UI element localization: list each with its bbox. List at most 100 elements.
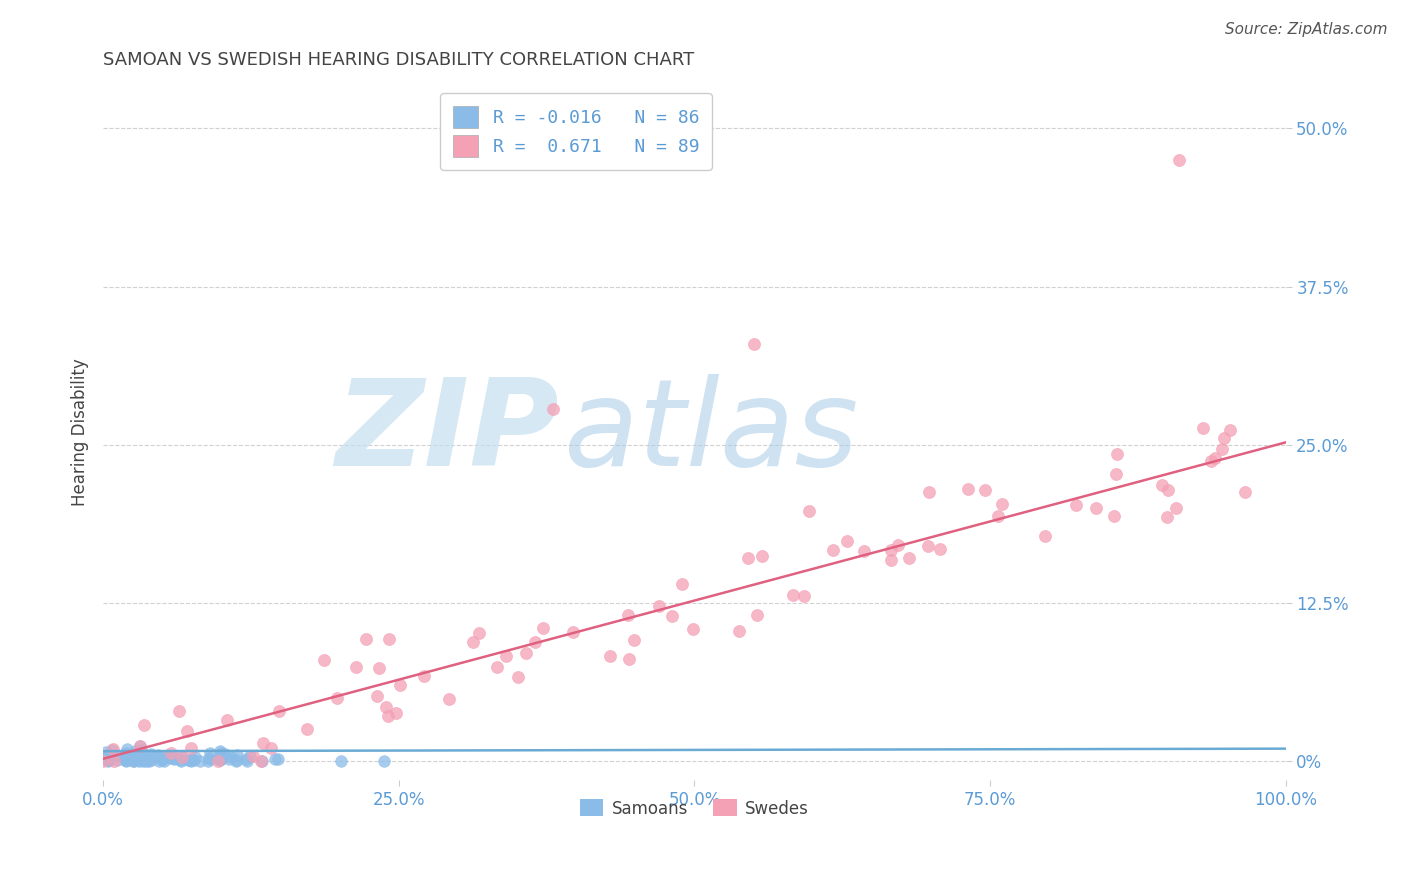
Point [880,552,903,566]
Point [267,752,290,766]
Point [198,747,221,761]
Point [198,751,221,765]
Point [1199,453,1222,467]
Point [797,504,820,518]
Point [515,646,537,660]
Point [1219,424,1241,438]
Point [263,752,285,766]
Point [1168,153,1191,167]
Point [671,577,693,591]
Point [94,745,117,759]
Point [250,754,273,768]
Point [880,543,903,558]
Point [101,743,124,757]
Legend: Samoans, Swedes: Samoans, Swedes [574,793,815,824]
Point [157,748,180,763]
Point [122,753,145,767]
Point [214,747,236,761]
Point [96,753,118,767]
Point [987,508,1010,523]
Point [1085,500,1108,515]
Point [751,549,773,564]
Point [1192,421,1215,435]
Point [159,751,181,765]
Point [375,700,398,714]
Point [267,704,290,718]
Point [599,648,621,663]
Point [180,740,202,755]
Point [115,746,138,760]
Point [1204,451,1226,466]
Point [103,742,125,756]
Point [117,752,139,766]
Point [835,534,858,549]
Point [648,599,671,613]
Point [163,752,186,766]
Point [260,740,283,755]
Point [898,551,921,566]
Point [167,704,190,718]
Point [160,746,183,760]
Point [389,678,412,692]
Point [138,754,160,768]
Point [366,689,388,703]
Point [172,749,194,764]
Point [179,753,201,767]
Point [852,544,875,558]
Point [793,589,815,603]
Point [617,607,640,622]
Point [1156,509,1178,524]
Point [378,632,401,647]
Point [146,748,169,763]
Point [661,608,683,623]
Point [139,753,162,767]
Point [129,739,152,754]
Y-axis label: Hearing Disability: Hearing Disability [72,359,89,506]
Point [180,754,202,768]
Point [148,754,170,768]
Point [115,753,138,767]
Point [437,692,460,706]
Point [153,754,176,768]
Point [623,632,645,647]
Point [97,753,120,767]
Point [929,542,952,557]
Point [150,753,173,767]
Point [737,551,759,566]
Point [225,747,247,762]
Point [177,753,200,767]
Point [208,753,231,767]
Point [367,661,389,675]
Point [209,744,232,758]
Point [170,750,193,764]
Point [887,538,910,552]
Point [495,648,517,663]
Point [468,625,491,640]
Point [135,754,157,768]
Point [207,754,229,768]
Point [326,690,349,705]
Point [682,623,704,637]
Text: SAMOAN VS SWEDISH HEARING DISABILITY CORRELATION CHART: SAMOAN VS SWEDISH HEARING DISABILITY COR… [103,51,695,69]
Point [252,736,274,750]
Point [329,754,352,768]
Point [152,752,174,766]
Point [114,753,136,767]
Point [96,750,118,764]
Point [132,718,155,732]
Point [129,753,152,767]
Point [128,754,150,768]
Point [91,754,114,768]
Point [1150,478,1173,492]
Point [225,753,247,767]
Point [170,754,193,768]
Point [131,754,153,768]
Point [131,743,153,757]
Point [176,723,198,738]
Point [1105,467,1128,481]
Point [115,742,138,756]
Point [225,754,247,768]
Point [129,739,152,753]
Point [1157,483,1180,497]
Point [973,483,995,498]
